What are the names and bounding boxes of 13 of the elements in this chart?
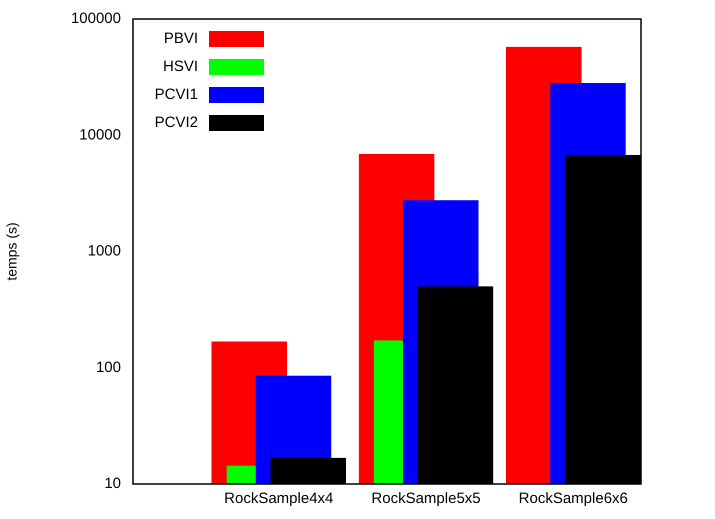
- y-tick-label: 100: [96, 358, 121, 376]
- legend-label: PBVI: [164, 30, 198, 48]
- x-tick-label: RockSample6x6: [518, 490, 628, 508]
- legend-label: PCVI2: [154, 114, 198, 132]
- x-tick-label: RockSample5x5: [371, 490, 481, 508]
- y-tick-label: 10: [104, 475, 121, 492]
- legend-label: HSVI: [162, 58, 198, 76]
- y-tick-label: 10000: [79, 126, 121, 144]
- y-tick-label: 100000: [70, 10, 121, 28]
- y-tick-label: 1000: [88, 242, 121, 260]
- x-tick-label: RockSample4x4: [224, 490, 334, 508]
- y-axis-title: temps (s): [3, 222, 20, 281]
- legend-label: PCVI1: [154, 86, 198, 104]
